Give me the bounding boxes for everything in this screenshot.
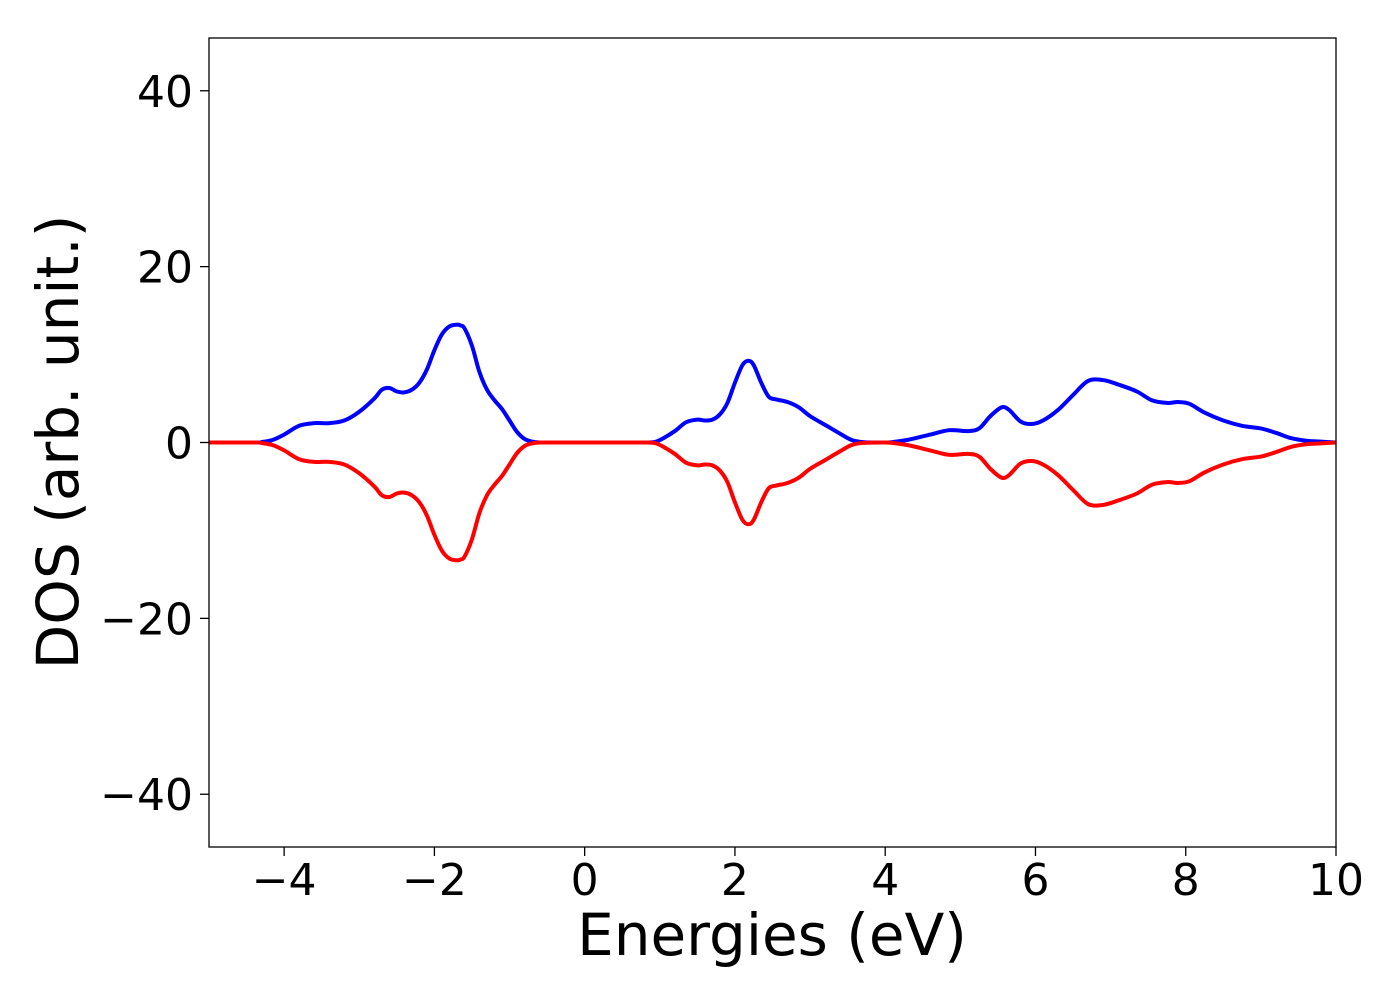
y-tick-label: 20 (137, 243, 193, 294)
y-tick-label: 0 (165, 419, 193, 470)
x-tick-label: −4 (252, 855, 317, 906)
dos-series-line-red (208, 440, 1337, 563)
x-axis-title: Energies (eV) (577, 901, 967, 969)
dos-series-line-blue (208, 322, 1337, 445)
series-layer (208, 322, 1337, 563)
x-tick-label: 8 (1172, 855, 1200, 906)
x-tick-label: 2 (721, 855, 749, 906)
y-tick-label: −20 (100, 594, 193, 645)
x-tick-label: 4 (871, 855, 899, 906)
y-axis-title: DOS (arb. unit.) (24, 215, 92, 670)
y-axis-ticks: −40 −20 0 20 40 (100, 67, 209, 821)
x-axis-ticks: −4 −2 0 2 4 6 8 10 (252, 847, 1364, 906)
x-tick-label: 10 (1308, 855, 1364, 906)
plot-frame (208, 37, 1337, 848)
x-tick-label: −2 (402, 855, 467, 906)
y-tick-label: 40 (137, 67, 193, 118)
x-tick-label: 0 (571, 855, 599, 906)
y-tick-label: −40 (100, 770, 193, 821)
x-tick-label: 6 (1021, 855, 1049, 906)
